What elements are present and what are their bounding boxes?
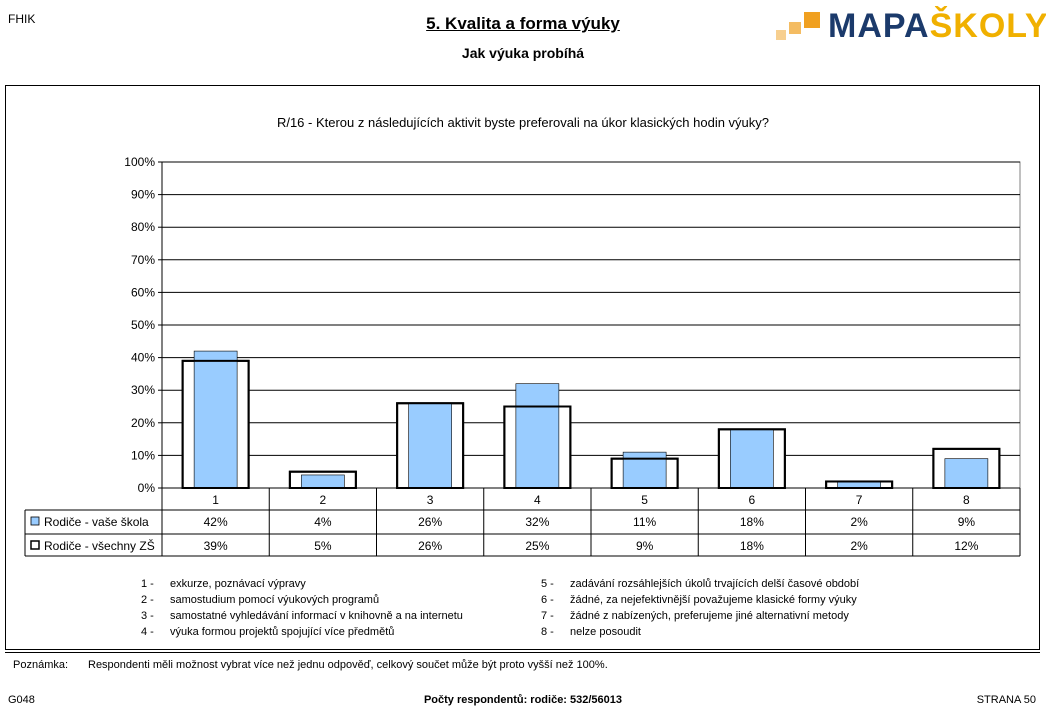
- series-name: Rodiče - všechny ZŠ: [44, 538, 155, 553]
- data-label: 9%: [636, 539, 654, 553]
- data-label: 26%: [418, 539, 442, 553]
- bar-your-school: [515, 383, 560, 489]
- page-title: 5. Kvalita a forma výuky: [426, 14, 620, 33]
- legend-item-text: samostudium pomocí výukových programů: [170, 594, 380, 606]
- category-label: 3: [427, 493, 434, 507]
- y-tick-label: 40%: [131, 351, 155, 365]
- series-name: Rodiče - vaše škola: [44, 515, 149, 529]
- page-number: STRANA 50: [976, 694, 1036, 706]
- mapa-skoly-logo: MAPAŠKOLY: [776, 7, 1046, 45]
- y-tick-label: 100%: [124, 155, 155, 169]
- y-tick-label: 80%: [131, 220, 155, 234]
- note-label: Poznámka:: [13, 659, 69, 671]
- legend-item-text: žádné z nabízených, preferujeme jiné alt…: [570, 610, 849, 622]
- data-label: 39%: [204, 539, 228, 553]
- bar-your-school: [193, 350, 238, 489]
- y-tick-label: 90%: [131, 188, 155, 202]
- legend-swatch-all-schools: [30, 540, 40, 550]
- legend-item-text: nelze posoudit: [570, 626, 641, 638]
- data-label: 9%: [958, 515, 976, 529]
- data-label: 18%: [740, 515, 764, 529]
- data-label: 18%: [740, 539, 764, 553]
- data-label: 25%: [525, 539, 549, 553]
- category-label: 1: [212, 493, 219, 507]
- legend-item-number: 8 -: [541, 626, 554, 638]
- bar-your-school: [730, 429, 774, 489]
- divider: [5, 652, 1040, 653]
- legend-item-text: výuka formou projektů spojující více pře…: [170, 626, 395, 638]
- y-tick-label: 20%: [131, 416, 155, 430]
- data-label: 4%: [314, 515, 332, 529]
- y-tick-label: 50%: [131, 318, 155, 332]
- legend-item-number: 3 -: [141, 610, 154, 622]
- legend-item-number: 4 -: [141, 626, 154, 638]
- legend-item-number: 5 -: [541, 578, 554, 590]
- category-label: 7: [856, 493, 863, 507]
- data-label: 11%: [633, 515, 656, 529]
- y-tick-label: 10%: [131, 448, 155, 462]
- bar-your-school: [408, 402, 452, 489]
- note-text: Respondenti měli možnost vybrat více než…: [88, 659, 608, 671]
- data-label: 26%: [418, 515, 442, 529]
- chart-title: R/16 - Kterou z následujících aktivit by…: [276, 115, 770, 130]
- data-label: 42%: [204, 515, 228, 529]
- y-tick-label: 30%: [131, 383, 155, 397]
- category-label: 2: [320, 493, 327, 507]
- category-label: 5: [641, 493, 648, 507]
- data-label: 5%: [314, 539, 332, 553]
- report-code: FHIK: [8, 12, 36, 26]
- respondent-count: Počty respondentů: rodiče: 532/56013: [423, 694, 623, 706]
- legend-item-text: samostatné vyhledávání informací v kniho…: [170, 610, 463, 622]
- data-label: 32%: [525, 515, 549, 529]
- y-tick-label: 60%: [131, 285, 155, 299]
- footer-code: G048: [8, 694, 35, 706]
- y-tick-label: 0%: [138, 481, 156, 495]
- legend-item-text: exkurze, poznávací výpravy: [170, 578, 306, 590]
- legend-item-number: 2 -: [141, 594, 154, 606]
- legend-item-number: 6 -: [541, 594, 554, 606]
- data-label: 2%: [850, 539, 868, 553]
- category-label: 8: [963, 493, 970, 507]
- data-label: 12%: [954, 539, 978, 553]
- category-label: 4: [534, 493, 541, 507]
- bar-your-school: [301, 474, 345, 489]
- data-label: 2%: [850, 515, 868, 529]
- legend-item-text: zadávání rozsáhlejších úkolů trvajících …: [570, 578, 860, 590]
- page-subtitle: Jak výuka probíhá: [461, 45, 585, 61]
- legend-item-number: 1 -: [141, 578, 154, 590]
- chart-frame: [5, 85, 1040, 650]
- y-tick-label: 70%: [131, 253, 155, 267]
- legend-swatch-your-school: [30, 516, 40, 526]
- bar-your-school: [944, 458, 989, 489]
- legend-item-number: 7 -: [541, 610, 554, 622]
- bar-your-school: [622, 451, 667, 489]
- category-label: 6: [749, 493, 756, 507]
- bar-chart: 0% 10% 20% 30% 40% 50% 60% 70% 80% 90% 100% 1 2 3 4 5 6 7…: [24, 155, 1021, 557]
- legend-item-text: žádné, za nejefektivnější považujeme kla…: [570, 594, 857, 606]
